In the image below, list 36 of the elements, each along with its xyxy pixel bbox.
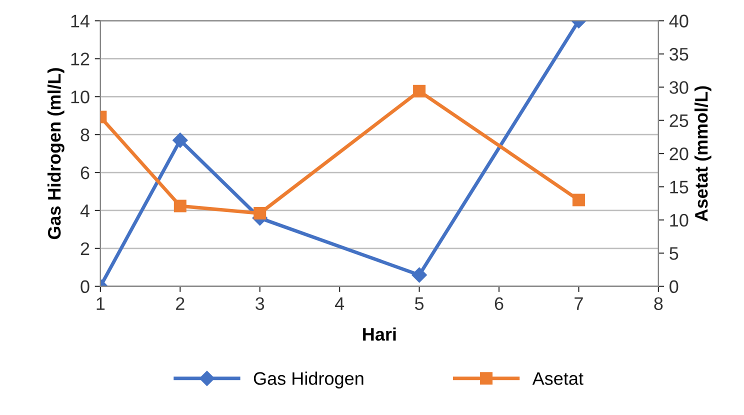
x-tick-label: 3	[256, 297, 264, 310]
point	[572, 194, 585, 206]
x-axis-title: Hari	[363, 327, 396, 341]
x-tick-label: 6	[494, 297, 504, 310]
y2-tick-label: 40	[669, 14, 688, 28]
y2-axis-title: Asetat (mmol/L)	[694, 86, 712, 222]
y2-tick-label: 20	[670, 147, 688, 160]
y2-tick-label: 35	[670, 48, 688, 61]
legend-label: Gas Hidrogen	[254, 372, 364, 388]
y-tick-label: 8	[80, 128, 90, 142]
x-tick-label: 4	[334, 297, 344, 310]
point	[172, 132, 188, 148]
y-tick-label: 2	[80, 242, 90, 255]
y-tick-label: 0	[80, 280, 90, 294]
y2-tick-label: 5	[670, 247, 678, 260]
point	[254, 207, 266, 220]
x-tick-label: 8	[654, 297, 663, 310]
y2-tick-label: 10	[670, 214, 688, 227]
x-tick-label: 5	[415, 297, 424, 310]
x-tick-label: 1	[96, 297, 105, 310]
y-tick-label: 12	[71, 52, 90, 66]
y-tick-label: 6	[80, 166, 90, 180]
y2-tick-label: 0	[670, 280, 678, 294]
y2-tick-label: 25	[670, 114, 688, 128]
legend-label: Asetat	[532, 372, 584, 385]
point	[413, 84, 426, 98]
x-tick-label: 7	[574, 297, 583, 310]
y-tick-label: 14	[71, 14, 90, 28]
point	[412, 267, 427, 283]
y-axis-title: Gas Hidrogen (ml/L)	[47, 68, 64, 240]
x-tick-label: 2	[176, 297, 184, 310]
y2-tick-label: 15	[670, 180, 688, 194]
y-tick-label: 10	[71, 90, 90, 104]
point	[174, 200, 186, 212]
y2-tick-label: 30	[670, 81, 688, 94]
y-tick-label: 4	[80, 204, 90, 218]
